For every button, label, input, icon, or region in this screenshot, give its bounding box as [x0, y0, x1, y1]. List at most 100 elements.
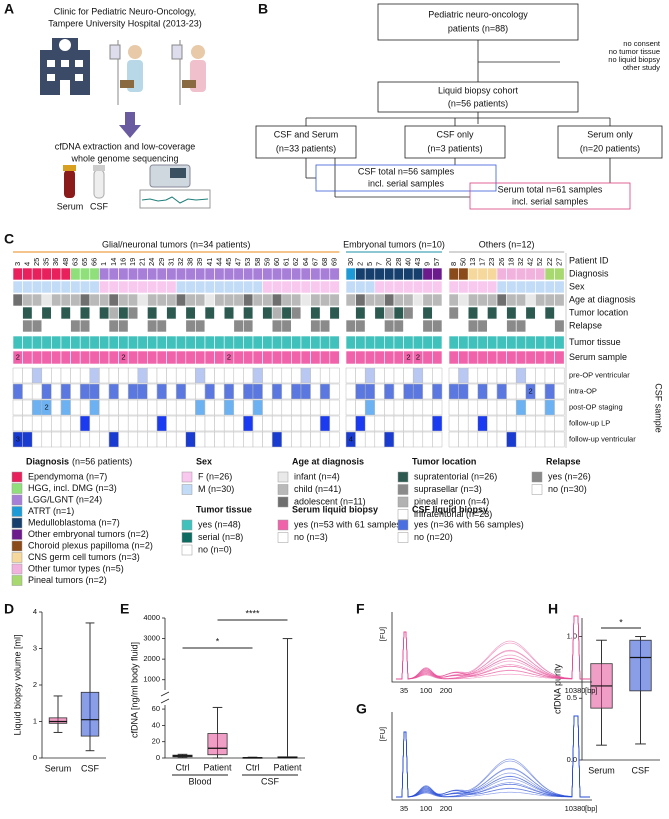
- heatmap-cell: [281, 415, 292, 432]
- heatmap-cell: [403, 335, 414, 350]
- heatmap-cell: [99, 319, 110, 333]
- heatmap-cell: [166, 267, 177, 281]
- heatmap-cell: [195, 335, 206, 350]
- text: CSF total n=56 samples: [358, 166, 455, 176]
- heatmap-cell: [487, 399, 498, 416]
- heatmap-cell: [458, 335, 469, 350]
- heatmap-cell: [403, 306, 414, 320]
- heatmap-cell: [535, 267, 546, 281]
- text: Serum: [57, 201, 84, 211]
- patient-id: 44: [214, 258, 223, 266]
- heatmap-cell: [544, 293, 555, 307]
- heatmap-cell: [175, 431, 187, 448]
- heatmap-cell: [79, 335, 91, 350]
- heatmap-cell: [70, 306, 81, 320]
- heatmap-cell: [393, 431, 404, 448]
- heatmap-cell: [319, 383, 331, 400]
- legend-label: no (n=0): [198, 544, 232, 554]
- patient-id: 7: [375, 262, 384, 266]
- heatmap-cell: [525, 367, 536, 384]
- heatmap-cell: [535, 431, 546, 448]
- x-tick-label: 35: [400, 804, 408, 813]
- heatmap-cell: [515, 383, 527, 400]
- text: no consent: [623, 39, 661, 48]
- heatmap-cell: [137, 306, 148, 320]
- legend-label: CNS germ cell tumors (n=3): [28, 552, 140, 562]
- patient-id: 26: [497, 258, 506, 266]
- heatmap-cell: [214, 319, 225, 333]
- heatmap-cell: [137, 267, 148, 281]
- heatmap-cell: [525, 306, 536, 320]
- heatmap-cell: [291, 367, 302, 384]
- heatmap-cell: [60, 367, 71, 384]
- heatmap-cell: [329, 293, 340, 307]
- heatmap-cell: [89, 399, 100, 416]
- heatmap-cell: [147, 367, 158, 384]
- heatmap-cell: [393, 306, 404, 320]
- panel-label: D: [4, 601, 14, 617]
- heatmap-cell: [79, 293, 91, 307]
- heatmap-cell: [384, 415, 395, 432]
- heatmap-cell: [233, 399, 244, 416]
- heatmap-cell: [252, 399, 263, 416]
- heatmap-cell: [223, 293, 235, 307]
- heatmap-cell: [384, 399, 395, 416]
- heatmap-cell: [204, 415, 215, 432]
- heatmap-cell: [12, 367, 23, 384]
- heatmap-cell: [319, 415, 331, 432]
- row-label: Relapse: [569, 320, 602, 330]
- heatmap-cell: [195, 399, 206, 416]
- heatmap-cell: [458, 415, 469, 432]
- legend-label: yes (n=36 with 56 samples): [414, 519, 524, 529]
- legend-label: yes (n=53 with 61 samples): [294, 519, 404, 529]
- box: [207, 733, 228, 756]
- heatmap-cell: [204, 431, 215, 448]
- heatmap-cell: [384, 335, 395, 350]
- text: cfDNA extraction and low-coverage: [55, 141, 196, 151]
- heatmap-cell: [118, 431, 129, 448]
- heatmap-cell: [31, 267, 43, 281]
- heatmap-cell: [118, 335, 129, 350]
- legend-swatch: [11, 471, 23, 483]
- heatmap-cell: [458, 367, 469, 384]
- heatmap-cell: [477, 319, 488, 333]
- heatmap-cell: [127, 335, 139, 350]
- heatmap-cell: [60, 431, 71, 448]
- heatmap-cell: [422, 367, 433, 384]
- heatmap-cell: [137, 399, 148, 416]
- heatmap-cell: [319, 267, 331, 281]
- heatmap-cell: [281, 267, 292, 281]
- heatmap-cell: [147, 293, 158, 307]
- heatmap-cell: [127, 415, 139, 432]
- heatmap-cell: [506, 280, 517, 294]
- legend-label: Choroid plexus papilloma (n=2): [28, 540, 153, 550]
- heatmap-cell: [79, 267, 91, 281]
- heatmap-cell: [204, 293, 215, 307]
- sequencer: [139, 164, 211, 209]
- y-tick-label: 0: [156, 753, 160, 762]
- heatmap-cell: [41, 306, 52, 320]
- heatmap-cell: [12, 383, 23, 400]
- heatmap-cell: [458, 293, 469, 307]
- heatmap-cell: [403, 415, 414, 432]
- box: [48, 717, 68, 724]
- heatmap-cell: [233, 335, 244, 350]
- heatmap-cell: [422, 280, 433, 294]
- heatmap-cell: [403, 293, 414, 307]
- heatmap-cell: [175, 293, 187, 307]
- heatmap-cell: [384, 367, 395, 384]
- heatmap-cell: [355, 335, 366, 350]
- heatmap-cell: [374, 431, 385, 448]
- heatmap-cell: [70, 383, 81, 400]
- patient-id: 29: [157, 258, 166, 266]
- x-tick-label: CSF: [81, 763, 100, 773]
- heatmap-cell: [487, 267, 498, 281]
- heatmap-cell: [118, 415, 129, 432]
- heatmap-cell: [477, 431, 488, 448]
- heatmap-cell: [515, 293, 527, 307]
- heatmap-cell: [31, 319, 43, 333]
- heatmap-cell: [204, 306, 215, 320]
- heatmap-cell: [300, 267, 311, 281]
- heatmap-cell: [467, 350, 479, 365]
- heatmap-cell: [156, 399, 167, 416]
